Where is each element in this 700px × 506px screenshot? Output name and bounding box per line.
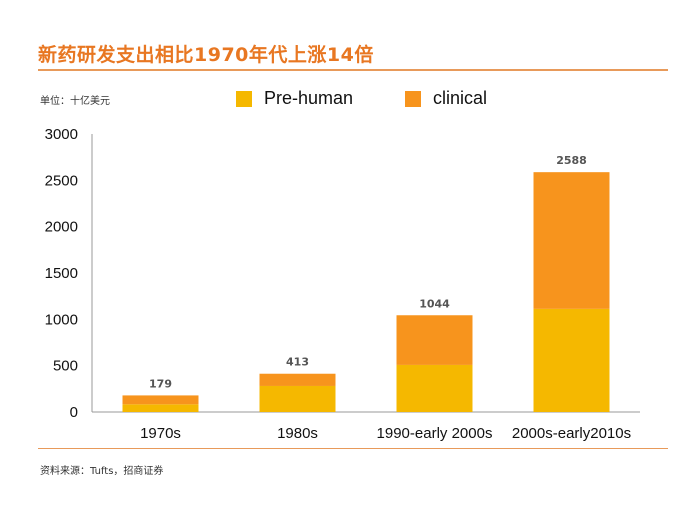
y-tick-label: 3000 xyxy=(45,126,78,143)
source-note: 资料来源：Tufts，招商证券 xyxy=(40,466,164,477)
y-tick-label: 2000 xyxy=(45,219,78,236)
legend-item-clinical: clinical xyxy=(405,88,487,109)
unit-label: 单位：十亿美元 xyxy=(40,96,110,107)
total-data-label: 413 xyxy=(286,356,309,369)
x-category-label: 2000s-early2010s xyxy=(512,425,631,442)
x-category-label: 1970s xyxy=(140,425,181,442)
x-category-label: 1990-early 2000s xyxy=(377,425,493,442)
total-data-label: 2588 xyxy=(556,154,587,167)
y-tick-label: 2500 xyxy=(45,172,78,189)
bar-pre-human-1 xyxy=(259,385,336,412)
bar-clinical-3 xyxy=(533,172,610,309)
bar-clinical-1 xyxy=(259,373,336,386)
bar-pre-human-3 xyxy=(533,308,610,412)
bar-clinical-0 xyxy=(122,395,199,405)
legend-swatch-prehuman xyxy=(236,90,252,107)
y-tick-label: 1500 xyxy=(45,265,78,282)
legend-item-prehuman: Pre-human xyxy=(236,88,353,109)
footer-divider xyxy=(38,448,668,449)
legend-swatch-clinical xyxy=(405,90,421,107)
x-category-label: 1980s xyxy=(277,425,318,442)
title-divider xyxy=(38,69,668,71)
total-data-label: 1044 xyxy=(419,297,450,310)
legend-label-clinical: clinical xyxy=(433,88,488,108)
y-tick-label: 0 xyxy=(70,404,78,421)
y-tick-label: 500 xyxy=(53,358,78,375)
legend-label-prehuman: Pre-human xyxy=(264,88,354,108)
bar-pre-human-2 xyxy=(396,364,473,412)
bar-clinical-2 xyxy=(396,315,473,365)
total-data-label: 179 xyxy=(149,377,172,390)
y-tick-label: 1000 xyxy=(45,311,78,328)
bar-pre-human-0 xyxy=(122,404,199,412)
chart-title: 新药研发支出相比1970年代上涨14倍 xyxy=(38,44,374,66)
